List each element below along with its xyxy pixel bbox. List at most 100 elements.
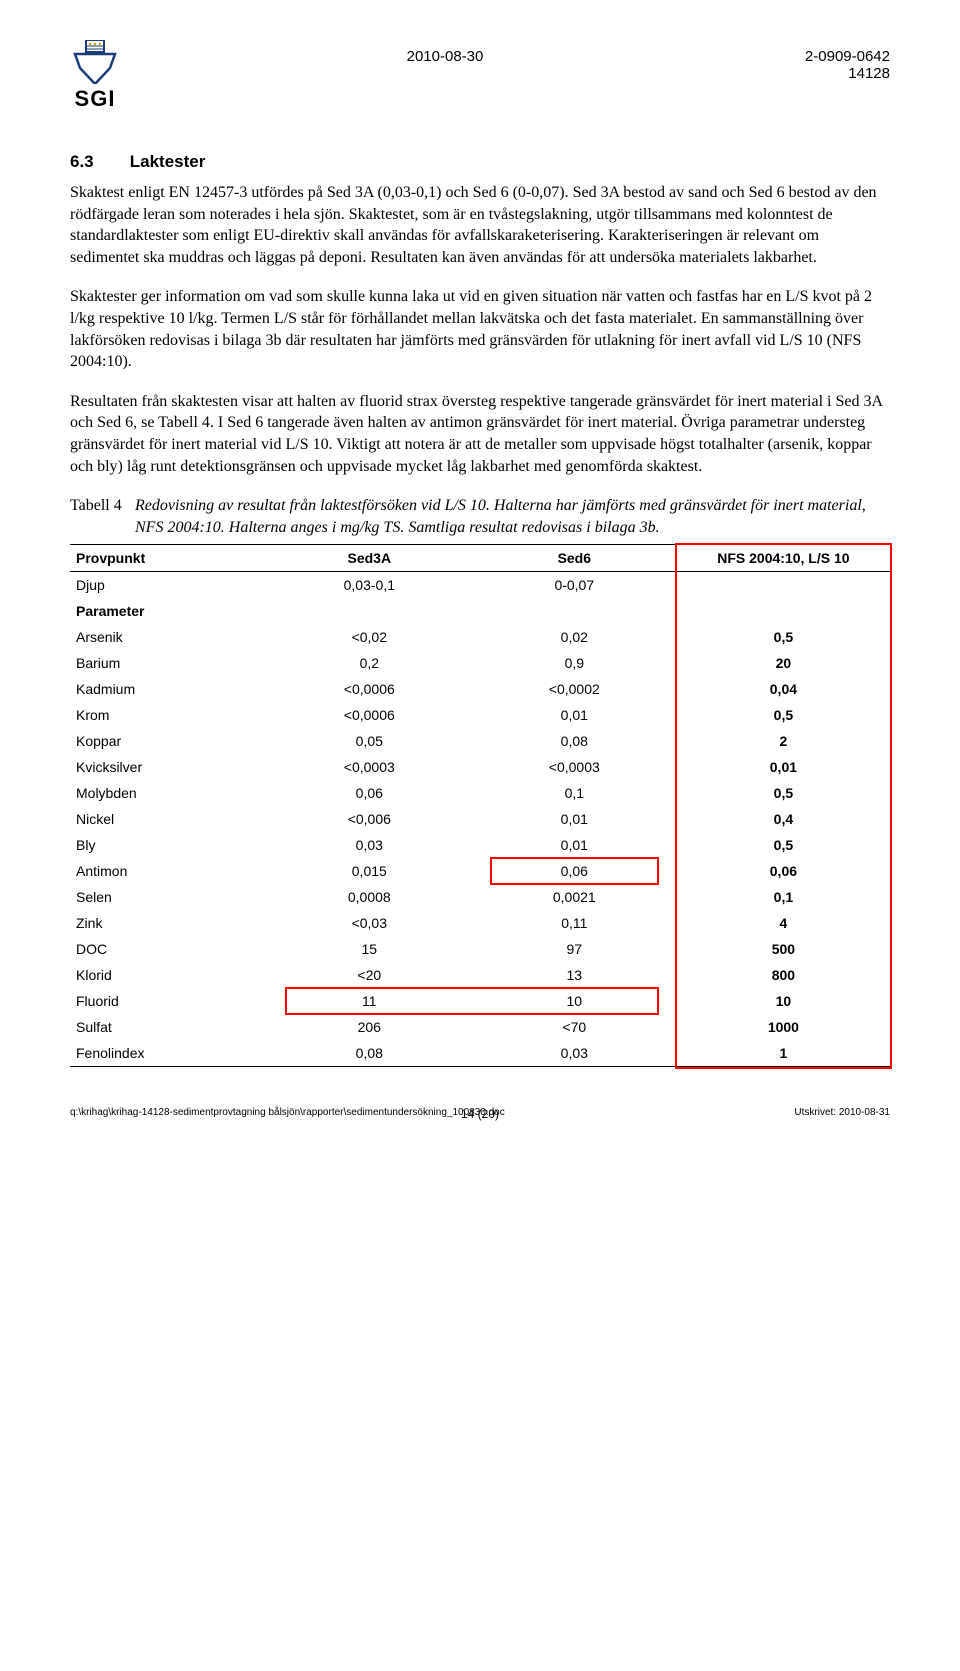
cell-sed3a: 0,06 xyxy=(267,780,472,806)
cell-param: Kvicksilver xyxy=(70,754,267,780)
cell-param: Parameter xyxy=(70,598,267,624)
table-row: Parameter xyxy=(70,598,890,624)
table-row: Fenolindex0,080,031 xyxy=(70,1040,890,1067)
header-docnums: 2-0909-0642 14128 xyxy=(770,40,890,82)
cell-sed6: 0,01 xyxy=(472,832,677,858)
th-sed6: Sed6 xyxy=(472,545,677,572)
section-number: 6.3 xyxy=(70,152,125,172)
table-row: Fluorid111010 xyxy=(70,988,890,1014)
cell-sed6: 0-0,07 xyxy=(472,572,677,599)
cell-sed6: 0,02 xyxy=(472,624,677,650)
cell-sed6: 0,03 xyxy=(472,1040,677,1067)
cell-param: Fenolindex xyxy=(70,1040,267,1067)
table-row: Antimon0,0150,060,06 xyxy=(70,858,890,884)
table-row: Koppar0,050,082 xyxy=(70,728,890,754)
cell-sed6: 10 xyxy=(472,988,677,1014)
page: SGI 2010-08-30 2-0909-0642 14128 6.3 Lak… xyxy=(0,0,960,1148)
cell-nfs: 0,4 xyxy=(677,806,890,832)
cell-nfs: 20 xyxy=(677,650,890,676)
cell-sed6: <0,0003 xyxy=(472,754,677,780)
cell-sed6: <70 xyxy=(472,1014,677,1040)
cell-param: Klorid xyxy=(70,962,267,988)
footer-pagenum: 14 (20) xyxy=(461,1107,499,1121)
cell-sed3a: 0,015 xyxy=(267,858,472,884)
logo: SGI xyxy=(70,40,120,112)
cell-sed3a: <20 xyxy=(267,962,472,988)
header-docnum-1: 2-0909-0642 xyxy=(770,48,890,65)
table-caption: Tabell 4 Redovisning av resultat från la… xyxy=(70,495,890,538)
table-row: Bly0,030,010,5 xyxy=(70,832,890,858)
table-row: Arsenik<0,020,020,5 xyxy=(70,624,890,650)
cell-nfs xyxy=(677,572,890,599)
cell-nfs: 0,1 xyxy=(677,884,890,910)
table-wrapper: Provpunkt Sed3A Sed6 NFS 2004:10, L/S 10… xyxy=(70,544,890,1067)
cell-param: Djup xyxy=(70,572,267,599)
cell-sed3a: 0,03 xyxy=(267,832,472,858)
cell-sed6: 0,08 xyxy=(472,728,677,754)
cell-param: Fluorid xyxy=(70,988,267,1014)
cell-param: Barium xyxy=(70,650,267,676)
cell-nfs: 0,5 xyxy=(677,832,890,858)
table-row: Krom<0,00060,010,5 xyxy=(70,702,890,728)
cell-param: Bly xyxy=(70,832,267,858)
results-table: Provpunkt Sed3A Sed6 NFS 2004:10, L/S 10… xyxy=(70,544,890,1067)
table-row: Molybden0,060,10,5 xyxy=(70,780,890,806)
th-nfs: NFS 2004:10, L/S 10 xyxy=(677,545,890,572)
cell-sed6: <0,0002 xyxy=(472,676,677,702)
page-header: SGI 2010-08-30 2-0909-0642 14128 xyxy=(70,40,890,112)
cell-nfs: 1 xyxy=(677,1040,890,1067)
table-row: Zink<0,030,114 xyxy=(70,910,890,936)
table-row: Djup0,03-0,10-0,07 xyxy=(70,572,890,599)
table-row: Kvicksilver<0,0003<0,00030,01 xyxy=(70,754,890,780)
cell-sed3a: <0,006 xyxy=(267,806,472,832)
cell-sed6: 97 xyxy=(472,936,677,962)
cell-sed6 xyxy=(472,598,677,624)
cell-sed3a: 15 xyxy=(267,936,472,962)
table-header-row: Provpunkt Sed3A Sed6 NFS 2004:10, L/S 10 xyxy=(70,545,890,572)
cell-sed3a: 0,0008 xyxy=(267,884,472,910)
table-row: DOC1597500 xyxy=(70,936,890,962)
cell-sed3a: <0,02 xyxy=(267,624,472,650)
cell-sed6: 0,9 xyxy=(472,650,677,676)
cell-param: Koppar xyxy=(70,728,267,754)
cell-nfs: 0,01 xyxy=(677,754,890,780)
cell-sed6: 13 xyxy=(472,962,677,988)
cell-sed3a: 0,2 xyxy=(267,650,472,676)
cell-nfs: 0,04 xyxy=(677,676,890,702)
cell-sed3a: <0,0006 xyxy=(267,702,472,728)
cell-param: Arsenik xyxy=(70,624,267,650)
cell-sed3a xyxy=(267,598,472,624)
cell-sed6: 0,01 xyxy=(472,702,677,728)
cell-sed3a: 11 xyxy=(267,988,472,1014)
section-title: Laktester xyxy=(130,152,206,171)
cell-nfs: 800 xyxy=(677,962,890,988)
cell-param: Kadmium xyxy=(70,676,267,702)
section-heading: 6.3 Laktester xyxy=(70,152,890,172)
table-row: Kadmium<0,0006<0,00020,04 xyxy=(70,676,890,702)
header-docnum-2: 14128 xyxy=(770,65,890,82)
cell-param: Nickel xyxy=(70,806,267,832)
cell-param: Zink xyxy=(70,910,267,936)
table-row: Nickel<0,0060,010,4 xyxy=(70,806,890,832)
footer-printed: Utskrivet: 2010-08-31 xyxy=(794,1107,890,1118)
cell-sed3a: 206 xyxy=(267,1014,472,1040)
cell-sed6: 0,01 xyxy=(472,806,677,832)
cell-param: DOC xyxy=(70,936,267,962)
cell-param: Molybden xyxy=(70,780,267,806)
th-provpunkt: Provpunkt xyxy=(70,545,267,572)
cell-sed6: 0,0021 xyxy=(472,884,677,910)
header-date: 2010-08-30 xyxy=(120,40,770,65)
table-caption-lead: Tabell 4 xyxy=(70,495,135,538)
cell-sed3a: <0,0003 xyxy=(267,754,472,780)
paragraph-2: Skaktester ger information om vad som sk… xyxy=(70,286,890,372)
table-row: Sulfat206<701000 xyxy=(70,1014,890,1040)
cell-nfs: 1000 xyxy=(677,1014,890,1040)
footer-path: q:\krihag\krihag-14128-sedimentprovtagni… xyxy=(70,1107,505,1118)
cell-param: Selen xyxy=(70,884,267,910)
cell-sed6: 0,1 xyxy=(472,780,677,806)
logo-text: SGI xyxy=(75,86,116,112)
table-caption-text: Redovisning av resultat från laktestförs… xyxy=(135,495,890,538)
cell-sed3a: <0,0006 xyxy=(267,676,472,702)
cell-nfs: 4 xyxy=(677,910,890,936)
cell-sed3a: <0,03 xyxy=(267,910,472,936)
